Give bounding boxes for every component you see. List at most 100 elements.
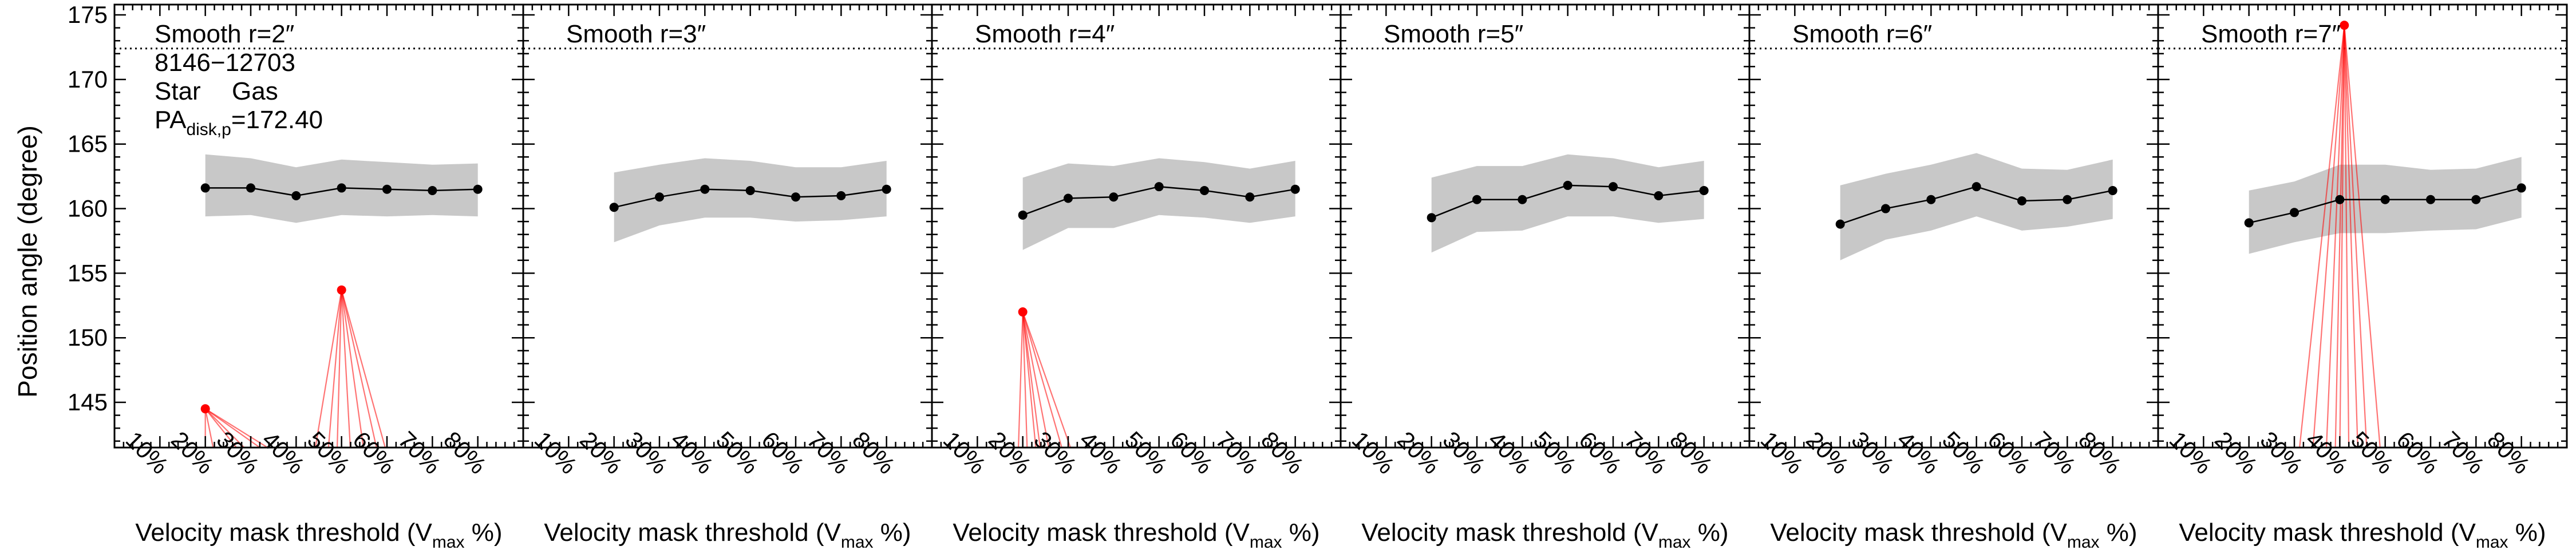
- gas-fan-line: [205, 408, 269, 448]
- plate-ifu-label: 8146−12703: [155, 49, 295, 77]
- gas-fan-line: [1017, 312, 1024, 448]
- star-point: [2335, 195, 2345, 204]
- x-axis-label: Velocity mask threshold (Vmax %): [1770, 519, 2137, 552]
- star-point: [291, 191, 301, 200]
- star-uncertainty-band: [2249, 157, 2522, 254]
- y-axis-label: Position angle (degree): [13, 125, 42, 398]
- y-tick-label: 160: [68, 195, 108, 222]
- panel-title: Smooth r=6″: [1792, 20, 1932, 48]
- x-tick-label: 20%: [1801, 426, 1854, 479]
- x-tick-label: 60%: [756, 426, 809, 479]
- star-point: [2380, 195, 2390, 204]
- x-tick-label: 60%: [347, 426, 401, 479]
- panel-frame: [1748, 3, 2159, 449]
- x-axis-label: Velocity mask threshold (Vmax %): [1361, 519, 1728, 552]
- gas-fan-line: [1022, 311, 1062, 448]
- star-point: [2426, 195, 2435, 204]
- x-tick-label: 30%: [211, 426, 264, 479]
- x-tick-label: 30%: [2255, 426, 2308, 479]
- x-tick-label: 20%: [575, 426, 628, 479]
- gas-fan-line: [1022, 311, 1072, 448]
- gas-fan-line: [2339, 25, 2345, 448]
- x-tick-label: 80%: [2073, 426, 2127, 479]
- star-point: [1835, 219, 1845, 229]
- star-point: [1654, 191, 1664, 200]
- gas-fan-line: [2344, 25, 2358, 448]
- star-uncertainty-band: [1840, 153, 2113, 260]
- x-tick-label: 50%: [2346, 426, 2399, 479]
- star-point: [2244, 218, 2254, 228]
- gas-fan-line: [204, 408, 238, 448]
- star-point: [1109, 192, 1119, 202]
- star-point: [1154, 182, 1164, 192]
- star-point: [1064, 193, 1073, 203]
- y-tick-label: 155: [68, 259, 108, 286]
- star-point: [609, 203, 619, 212]
- x-tick-label: 50%: [1528, 426, 1582, 479]
- gas-fan-line: [327, 290, 342, 448]
- gas-fan-line: [314, 290, 342, 448]
- x-tick-label: 30%: [1437, 426, 1491, 479]
- gas-fan-line: [204, 409, 214, 448]
- gas-fan-line: [2312, 25, 2345, 448]
- star-point: [655, 192, 664, 202]
- y-tick-label: 175: [68, 1, 108, 28]
- panel-1: 145 150 155 160 165 170 175 10%20%30%40%50%60%7…: [68, 1, 524, 552]
- x-tick-label: 40%: [257, 426, 310, 479]
- x-tick-label: 10%: [530, 426, 583, 479]
- panel-frame: [2157, 3, 2568, 449]
- star-point: [2471, 195, 2481, 204]
- star-point: [1518, 195, 1527, 204]
- gas-point: [2340, 21, 2349, 30]
- x-tick-label: 80%: [2482, 426, 2535, 479]
- x-tick-label: 30%: [1846, 426, 1899, 479]
- gas-fan-line: [341, 290, 386, 448]
- star-point: [836, 191, 846, 200]
- x-tick-label: 60%: [2391, 426, 2444, 479]
- star-point: [700, 184, 710, 194]
- x-tick-label: 20%: [2210, 426, 2263, 479]
- star-point: [1609, 182, 1618, 192]
- x-tick-label: 60%: [1165, 426, 1218, 479]
- panel-title: Smooth r=4″: [975, 20, 1115, 48]
- gas-fan-line: [2344, 25, 2381, 448]
- star-point: [2108, 185, 2117, 195]
- panel-6: 10%20%30%40%50%60%70%80% Velocity mask th…: [2157, 3, 2568, 552]
- x-axis-label: Velocity mask threshold (Vmax %): [135, 519, 502, 552]
- x-tick-label: 10%: [121, 426, 174, 479]
- x-tick-label: 80%: [1665, 426, 1718, 479]
- panel-title: Smooth r=7″: [2201, 20, 2341, 48]
- x-tick-label: 40%: [1074, 426, 1128, 479]
- x-tick-label: 70%: [393, 426, 447, 479]
- x-tick-label: 60%: [1982, 426, 2036, 479]
- plot-area: [114, 48, 523, 448]
- star-point: [1971, 182, 1981, 192]
- gas-fan-line: [1022, 311, 1037, 448]
- star-point: [1427, 213, 1436, 223]
- star-point: [473, 184, 483, 194]
- star-point: [246, 183, 255, 193]
- gas-fan-line: [205, 408, 261, 448]
- x-tick-label: 20%: [1392, 426, 1445, 479]
- star-point: [428, 185, 437, 195]
- star-point: [791, 192, 800, 202]
- x-tick-label: 30%: [620, 426, 673, 479]
- panel-title: Smooth r=5″: [1384, 20, 1523, 48]
- panel-4: 10%20%30%40%50%60%70%80% Velocity mask th…: [1340, 3, 1751, 552]
- plot-area: [1749, 48, 2158, 260]
- gas-point: [200, 404, 210, 414]
- panel-3: 10%20%30%40%50%60%70%80% Velocity mask th…: [931, 3, 1342, 552]
- plot-area: [932, 48, 1341, 448]
- panel-frame: [1340, 3, 1751, 449]
- legend-gas: Gas: [232, 77, 278, 105]
- gas-fan-line: [1022, 312, 1028, 448]
- x-axis-label: Velocity mask threshold (Vmax %): [544, 519, 911, 552]
- star-point: [882, 184, 891, 194]
- x-tick-label: 10%: [1756, 426, 1809, 479]
- x-tick-label: 40%: [2301, 426, 2354, 479]
- x-tick-label: 70%: [802, 426, 855, 479]
- x-tick-label: 20%: [983, 426, 1037, 479]
- star-point: [1018, 210, 1028, 220]
- x-tick-label: 50%: [302, 426, 355, 479]
